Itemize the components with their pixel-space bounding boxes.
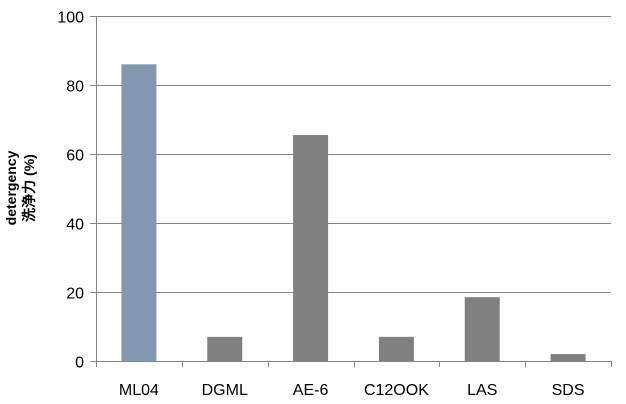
x-tick-label: DGML bbox=[202, 382, 248, 399]
x-axis-tick-labels: ML04 DGML AE-6 C12OOK LAS SDS bbox=[96, 361, 612, 399]
y-tick-label: 80 bbox=[66, 79, 84, 96]
bar-dgml bbox=[207, 336, 243, 361]
bars bbox=[121, 64, 586, 362]
x-tick-label: ML04 bbox=[119, 382, 159, 399]
y-tick-label: 100 bbox=[57, 10, 84, 27]
bar-sds bbox=[550, 354, 586, 361]
y-tick-label: 60 bbox=[66, 148, 84, 165]
y-tick-label: 0 bbox=[75, 355, 84, 372]
x-tick-label: LAS bbox=[467, 382, 497, 399]
y-axis-title-line-1: detergency bbox=[3, 150, 19, 225]
y-axis-title: detergency 洗浄力 (%) bbox=[3, 150, 37, 225]
y-axis-title-line-2: 洗浄力 (%) bbox=[21, 154, 37, 222]
x-tick-label: C12OOK bbox=[364, 382, 429, 399]
bar-c12ook bbox=[378, 336, 414, 361]
bar-ml04 bbox=[121, 64, 157, 362]
axes bbox=[96, 16, 611, 362]
y-tick-label: 20 bbox=[66, 286, 84, 303]
bar-las bbox=[464, 297, 500, 361]
x-tick-label: SDS bbox=[552, 382, 585, 399]
x-tick-label: AE-6 bbox=[293, 382, 329, 399]
bar-ae-6 bbox=[293, 135, 329, 361]
y-axis-tick-labels: 0 20 40 60 80 100 bbox=[57, 10, 84, 372]
gridlines bbox=[90, 16, 611, 362]
y-tick-label: 40 bbox=[66, 217, 84, 234]
